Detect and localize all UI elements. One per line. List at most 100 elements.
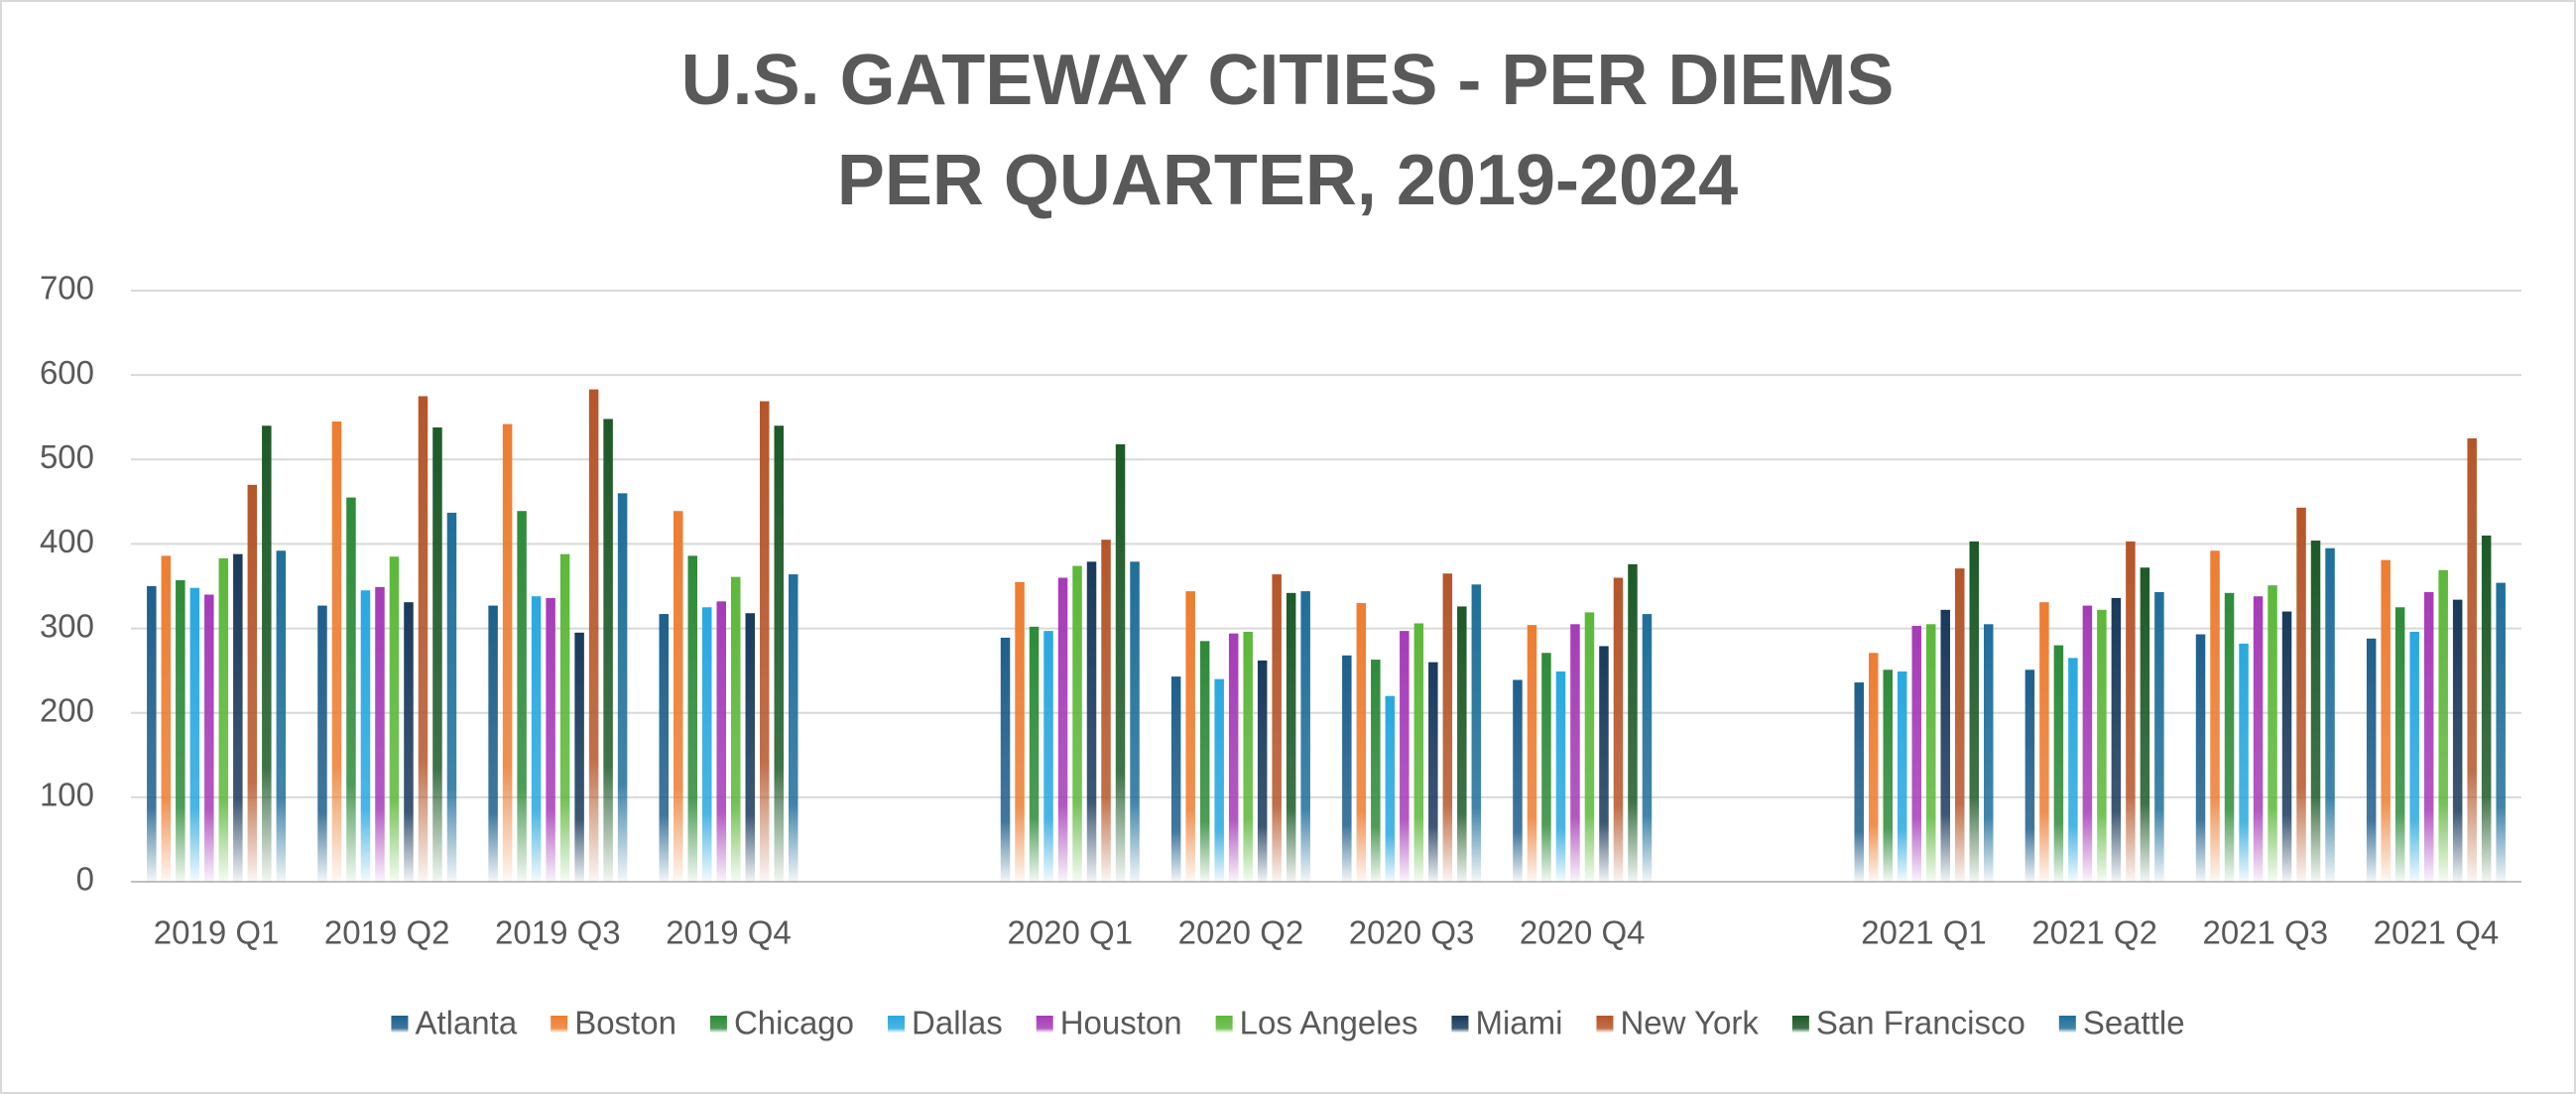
bar (2024, 669, 2035, 882)
bar (2296, 507, 2306, 882)
bar (247, 484, 258, 882)
legend-swatch (888, 1016, 906, 1033)
bar (2097, 609, 2107, 882)
bar (346, 497, 356, 882)
bar (1926, 624, 1936, 882)
bar (1170, 676, 1181, 882)
bar (1911, 626, 1921, 882)
bar (1428, 662, 1438, 882)
x-tick-label: 2021 Q1 (1861, 914, 1987, 951)
bar (2154, 591, 2164, 882)
bar (218, 557, 229, 882)
legend-label: Miami (1475, 1005, 1562, 1041)
legend-swatch (1036, 1016, 1053, 1033)
legend-label: Atlanta (415, 1005, 517, 1041)
bar (161, 555, 172, 882)
bar (2195, 634, 2206, 882)
x-tick-label: 2021 Q2 (2031, 914, 2157, 951)
bar (276, 550, 287, 882)
y-tick-label: 600 (40, 354, 94, 391)
bar (2068, 658, 2078, 882)
legend-swatch (1451, 1016, 1469, 1033)
legend-swatch (1791, 1016, 1809, 1033)
bar (1101, 540, 1111, 882)
x-tick-label: 2020 Q2 (1178, 914, 1304, 951)
bar (2224, 592, 2235, 882)
bar (1969, 541, 1979, 882)
bar (603, 419, 613, 882)
y-tick-label: 100 (40, 777, 94, 813)
bar (502, 424, 513, 882)
x-tick-label: 2019 Q2 (324, 914, 450, 951)
bar (1272, 574, 1282, 882)
bar (1043, 631, 1053, 882)
bar (389, 556, 400, 882)
bar (1555, 670, 1566, 882)
bar (774, 425, 784, 882)
legend-swatch (2058, 1016, 2076, 1033)
bar (176, 580, 185, 882)
bar (488, 605, 498, 882)
bar (1628, 563, 1638, 882)
bar (1072, 565, 1082, 882)
bar (1869, 653, 1879, 882)
bar (1015, 581, 1025, 882)
bar (2381, 559, 2391, 882)
bar (2281, 611, 2292, 882)
bar (1898, 670, 1907, 882)
bar (2496, 582, 2506, 882)
x-tick-label: 2020 Q1 (1007, 914, 1133, 951)
bar (1115, 443, 1126, 882)
bar (1527, 625, 1537, 882)
bar (1356, 603, 1367, 882)
bar (1584, 612, 1595, 882)
bar (745, 613, 755, 882)
y-tick-label: 0 (76, 861, 94, 898)
bar (1457, 606, 1467, 882)
legend-label: Boston (574, 1005, 676, 1041)
legend-label: Chicago (734, 1005, 854, 1041)
x-tick-label: 2020 Q3 (1349, 914, 1475, 951)
bar (1199, 641, 1210, 882)
bar (262, 425, 272, 882)
bar (716, 601, 726, 882)
bar (517, 511, 527, 882)
bar (674, 511, 683, 882)
bar (2111, 597, 2122, 882)
legend-swatch (551, 1016, 568, 1033)
bar (1243, 631, 1253, 882)
bar (1185, 591, 1195, 882)
bar (404, 602, 414, 882)
x-tick-label: 2019 Q3 (495, 914, 621, 951)
legend-label: Houston (1060, 1005, 1182, 1041)
legend: Atlanta Boston Chicago Dallas Houston Los Ang… (391, 1005, 2185, 1041)
bar (2140, 567, 2150, 882)
bar (1613, 577, 1624, 882)
chart-title: U.S. GATEWAY CITIES - PER DIEMS (681, 41, 1895, 120)
bar (432, 426, 442, 882)
bar (2210, 550, 2220, 882)
bar (1371, 660, 1381, 882)
bar (531, 596, 542, 882)
bar (1984, 624, 1994, 882)
x-tick-label: 2021 Q3 (2202, 914, 2328, 951)
bar (2423, 591, 2434, 882)
bar (204, 594, 214, 882)
legend-swatch (391, 1016, 409, 1033)
bar (317, 605, 327, 882)
bar (1513, 679, 1523, 882)
bar (2126, 541, 2136, 882)
bar (687, 555, 697, 882)
bar (1400, 631, 1410, 882)
bar (2394, 607, 2405, 882)
bar (1228, 633, 1239, 882)
bar (1000, 637, 1011, 882)
bar (760, 401, 770, 882)
bar (1257, 660, 1268, 882)
y-tick-label: 500 (40, 438, 94, 475)
bar (2053, 645, 2064, 882)
bar (1300, 591, 1310, 882)
bar (1940, 609, 1950, 882)
bar (2310, 541, 2321, 882)
